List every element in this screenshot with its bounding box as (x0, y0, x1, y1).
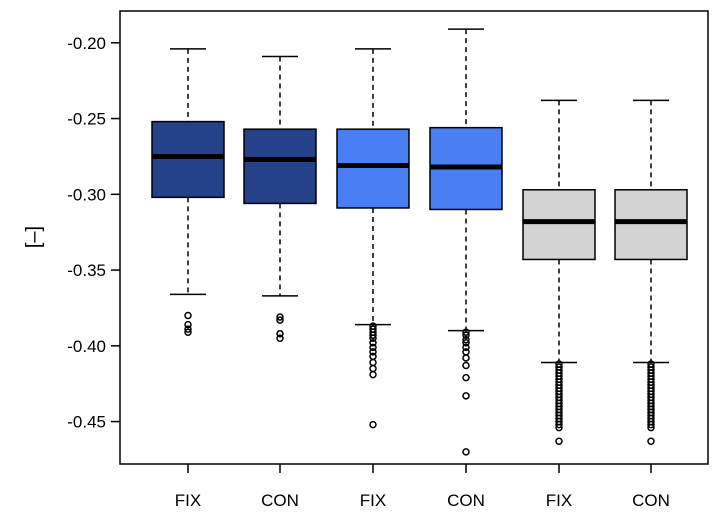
x-tick-label: CON (632, 491, 670, 510)
outlier-point (369, 420, 377, 429)
x-tick-label: CON (261, 491, 299, 510)
y-axis: -0.20 -0.25 -0.30 -0.35 -0.40 -0.45 (67, 34, 120, 432)
outlier-point (462, 448, 470, 456)
box-1 (151, 48, 225, 336)
outlier-point (555, 437, 563, 446)
box-iqr (614, 189, 688, 261)
outlier-point (369, 370, 377, 379)
box-4 (429, 28, 503, 456)
y-tick-label: -0.25 (67, 110, 106, 129)
box-6 (614, 99, 688, 446)
box-5 (522, 99, 596, 446)
outlier-point (462, 392, 470, 400)
outlier-point (369, 343, 377, 352)
box-iqr (151, 120, 225, 199)
y-tick-label: -0.45 (67, 413, 106, 432)
outlier-point (276, 329, 284, 338)
outlier-point (184, 328, 192, 336)
y-axis-title: [–] (23, 226, 45, 248)
outlier-point (555, 423, 563, 432)
box-iqr (243, 128, 317, 205)
outlier-point (462, 336, 470, 344)
outlier-point (369, 364, 377, 373)
outlier-point (369, 358, 377, 367)
x-tick-label: FIX (175, 491, 201, 510)
x-tick-label: CON (447, 491, 485, 510)
outlier-point (462, 331, 470, 339)
outlier-point (276, 313, 284, 321)
outlier-point (647, 423, 655, 432)
box-iqr (522, 189, 596, 261)
outlier-point (184, 320, 192, 329)
box-2 (243, 55, 317, 343)
outlier-point (184, 311, 192, 320)
y-tick-label: -0.20 (67, 34, 106, 53)
outlier-point (369, 334, 377, 343)
outlier-point (276, 334, 284, 343)
y-tick-label: -0.30 (67, 185, 106, 204)
x-tick-label: FIX (546, 491, 572, 510)
y-tick-label: -0.40 (67, 337, 106, 356)
box-3 (336, 48, 410, 429)
outlier-point (276, 316, 284, 324)
outlier-point (462, 361, 470, 370)
plot-frame (119, 10, 709, 465)
y-tick-label: -0.35 (67, 261, 106, 280)
outlier-point (462, 339, 470, 347)
outlier-point (555, 420, 563, 429)
box-iqr (336, 128, 410, 209)
outlier-point (647, 437, 655, 446)
outlier-point (462, 328, 470, 336)
outlier-point (462, 354, 470, 362)
outlier-point (647, 420, 655, 429)
outlier-point (369, 348, 377, 356)
outlier-point (462, 343, 470, 352)
x-tick-label: FIX (360, 491, 386, 510)
outlier-point (462, 373, 470, 382)
outlier-point (184, 325, 192, 333)
outlier-point (369, 331, 377, 339)
outlier-point (369, 339, 377, 347)
x-axis: FIX CON FIX CON FIX CON (175, 464, 670, 510)
box-series (151, 28, 688, 456)
